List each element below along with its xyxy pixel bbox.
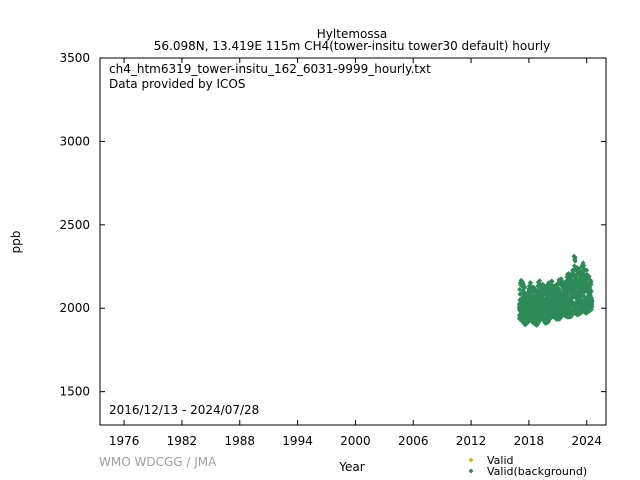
legend-marker-valid [468, 457, 474, 463]
chart-title: Hyltemossa [317, 27, 387, 41]
chart-subtitle: 56.098N, 13.419E 115m CH4(tower-insitu t… [154, 39, 550, 53]
data-point [588, 288, 594, 294]
legend-label-valid: Valid [487, 454, 514, 467]
data-point [572, 258, 578, 264]
data-point [581, 262, 587, 268]
plot-frame [99, 57, 607, 426]
y-axis: 1500 2000 2500 3000 3500 [59, 51, 606, 399]
legend-label-background: Valid(background) [487, 465, 587, 478]
x-tick-label: 2018 [514, 434, 545, 448]
x-axis: 1976 1982 1988 1994 2000 2006 2012 2018 2024 [109, 58, 602, 448]
date-range-annotation: 2016/12/13 - 2024/07/28 [109, 403, 259, 417]
y-axis-label: ppb [9, 231, 23, 254]
data-point [589, 298, 595, 304]
data-point [588, 281, 594, 287]
y-tick-label: 2000 [59, 301, 90, 315]
x-tick-label: 2012 [456, 434, 487, 448]
provider-annotation: Data provided by ICOS [109, 77, 245, 91]
data-point [528, 280, 534, 286]
x-tick-label: 1982 [167, 434, 198, 448]
x-tick-label: 1994 [282, 434, 313, 448]
y-tick-label: 2500 [59, 218, 90, 232]
x-tick-label: 1976 [109, 434, 140, 448]
y-tick-label: 3500 [59, 51, 90, 65]
credit-text: WMO WDCGG / JMA [99, 455, 217, 469]
x-tick-label: 2000 [340, 434, 371, 448]
x-tick-label: 2006 [398, 434, 429, 448]
y-tick-label: 1500 [59, 385, 90, 399]
legend-marker-background [468, 468, 474, 474]
legend: Valid Valid(background) [468, 454, 587, 478]
filename-annotation: ch4_htm6319_tower-insitu_162_6031-9999_h… [109, 62, 431, 76]
data-point [584, 267, 590, 273]
x-axis-label: Year [338, 460, 364, 474]
data-point [588, 279, 594, 285]
data-point [572, 254, 578, 260]
x-tick-label: 1988 [224, 434, 255, 448]
data-point [537, 278, 543, 284]
data-points-layer [516, 253, 595, 328]
data-point [549, 278, 555, 284]
data-point [522, 284, 528, 290]
x-tick-label: 2024 [571, 434, 602, 448]
y-tick-label: 3000 [59, 134, 90, 148]
data-point [589, 303, 595, 309]
